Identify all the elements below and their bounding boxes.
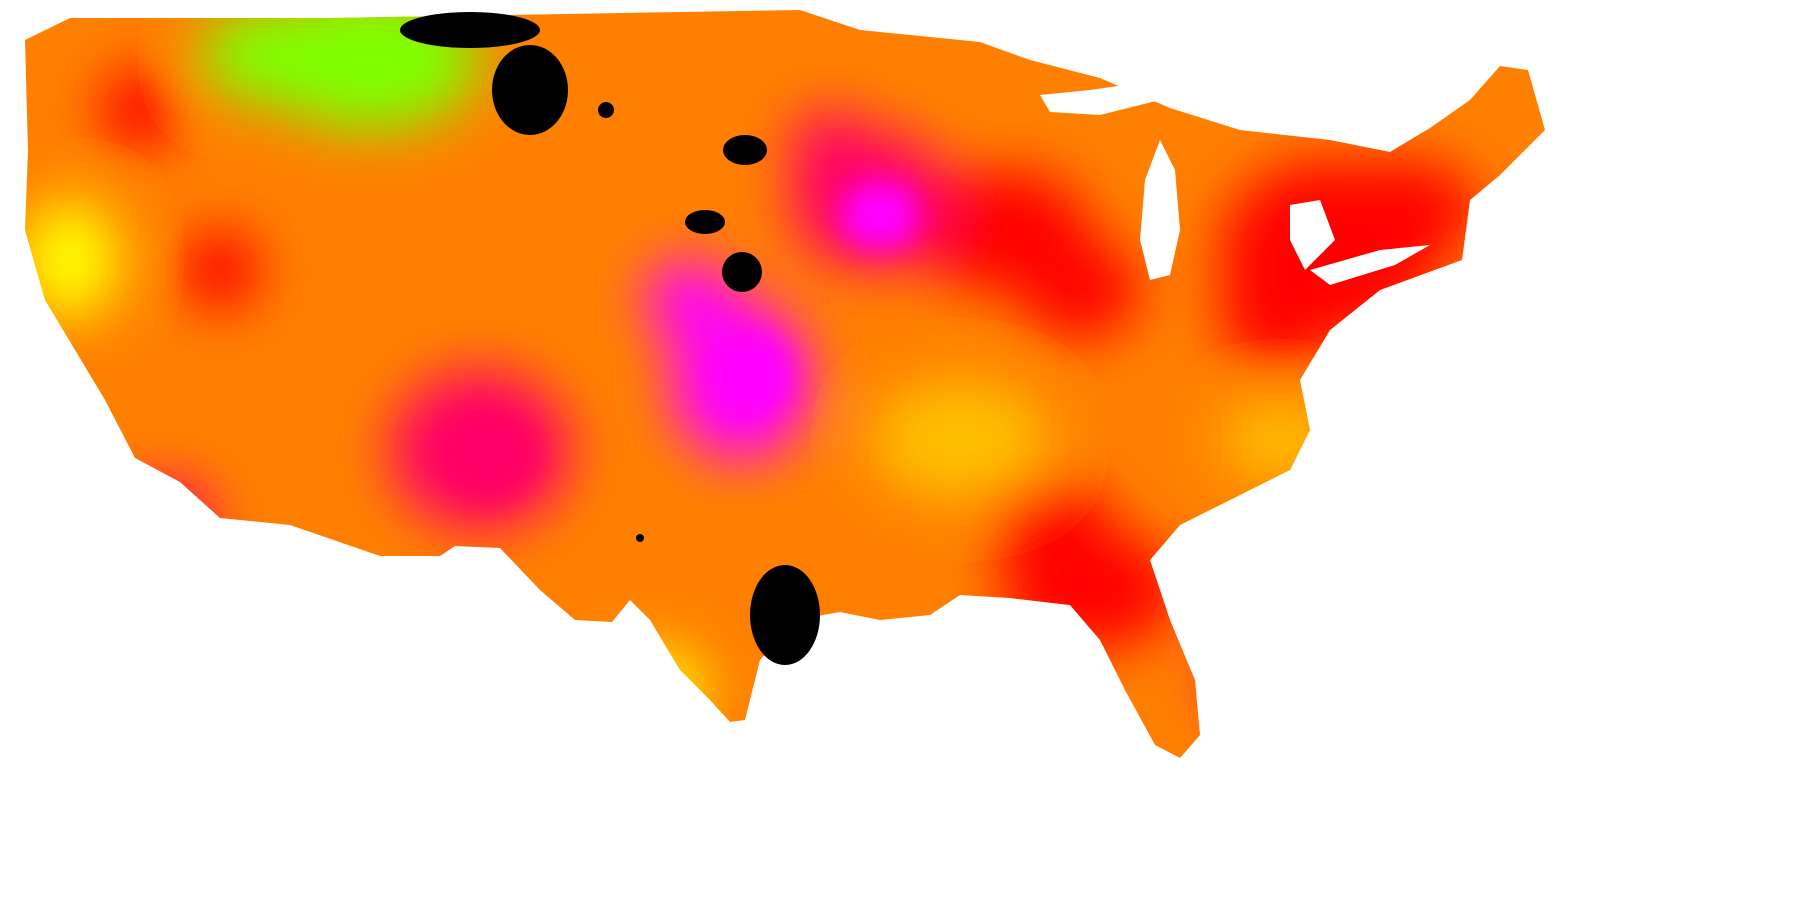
lake-huron <box>1290 200 1335 270</box>
southeast-area <box>990 480 1110 560</box>
nebraska-north-no-data <box>685 210 725 234</box>
north-dakota-east-no-data <box>400 12 540 48</box>
lake-superior <box>1040 85 1160 115</box>
west-texas-area <box>605 650 705 730</box>
central-plains-core <box>720 335 790 415</box>
northeast-corridor-area <box>1320 160 1480 260</box>
florida-peninsula-area <box>1285 685 1385 758</box>
pacific-northwest-area <box>180 230 260 310</box>
central-plains-area <box>645 260 735 340</box>
no-data-dot <box>636 534 644 542</box>
gulf-coast-panhandle-area <box>1210 650 1270 710</box>
upper-midwest-core <box>840 180 920 250</box>
northern-rockies-area <box>200 10 360 105</box>
southern-california-area <box>115 480 215 560</box>
upper-midwest-area <box>790 110 870 190</box>
north-dakota-east-no-data <box>492 45 568 135</box>
kansas-north-no-data <box>722 252 762 292</box>
lake-michigan <box>1140 140 1180 280</box>
oklahoma-southwest-no-data <box>750 565 820 665</box>
south-dakota-east-no-data <box>723 135 767 165</box>
lake-erie <box>1310 245 1430 285</box>
upper-northeast-area <box>1665 35 1785 155</box>
ohio-valley-area <box>1220 400 1340 480</box>
no-data-dot <box>598 102 614 118</box>
pacific-northwest-area <box>100 70 180 150</box>
pacific-coast-north-area <box>25 200 120 320</box>
great-lakes <box>1040 85 1430 285</box>
southwest-core <box>445 415 535 495</box>
northeast-corridor-area <box>1220 250 1340 370</box>
no-data-regions <box>400 12 820 665</box>
great-lakes-west-area <box>1020 240 1140 340</box>
ohio-valley-area <box>870 380 1050 500</box>
